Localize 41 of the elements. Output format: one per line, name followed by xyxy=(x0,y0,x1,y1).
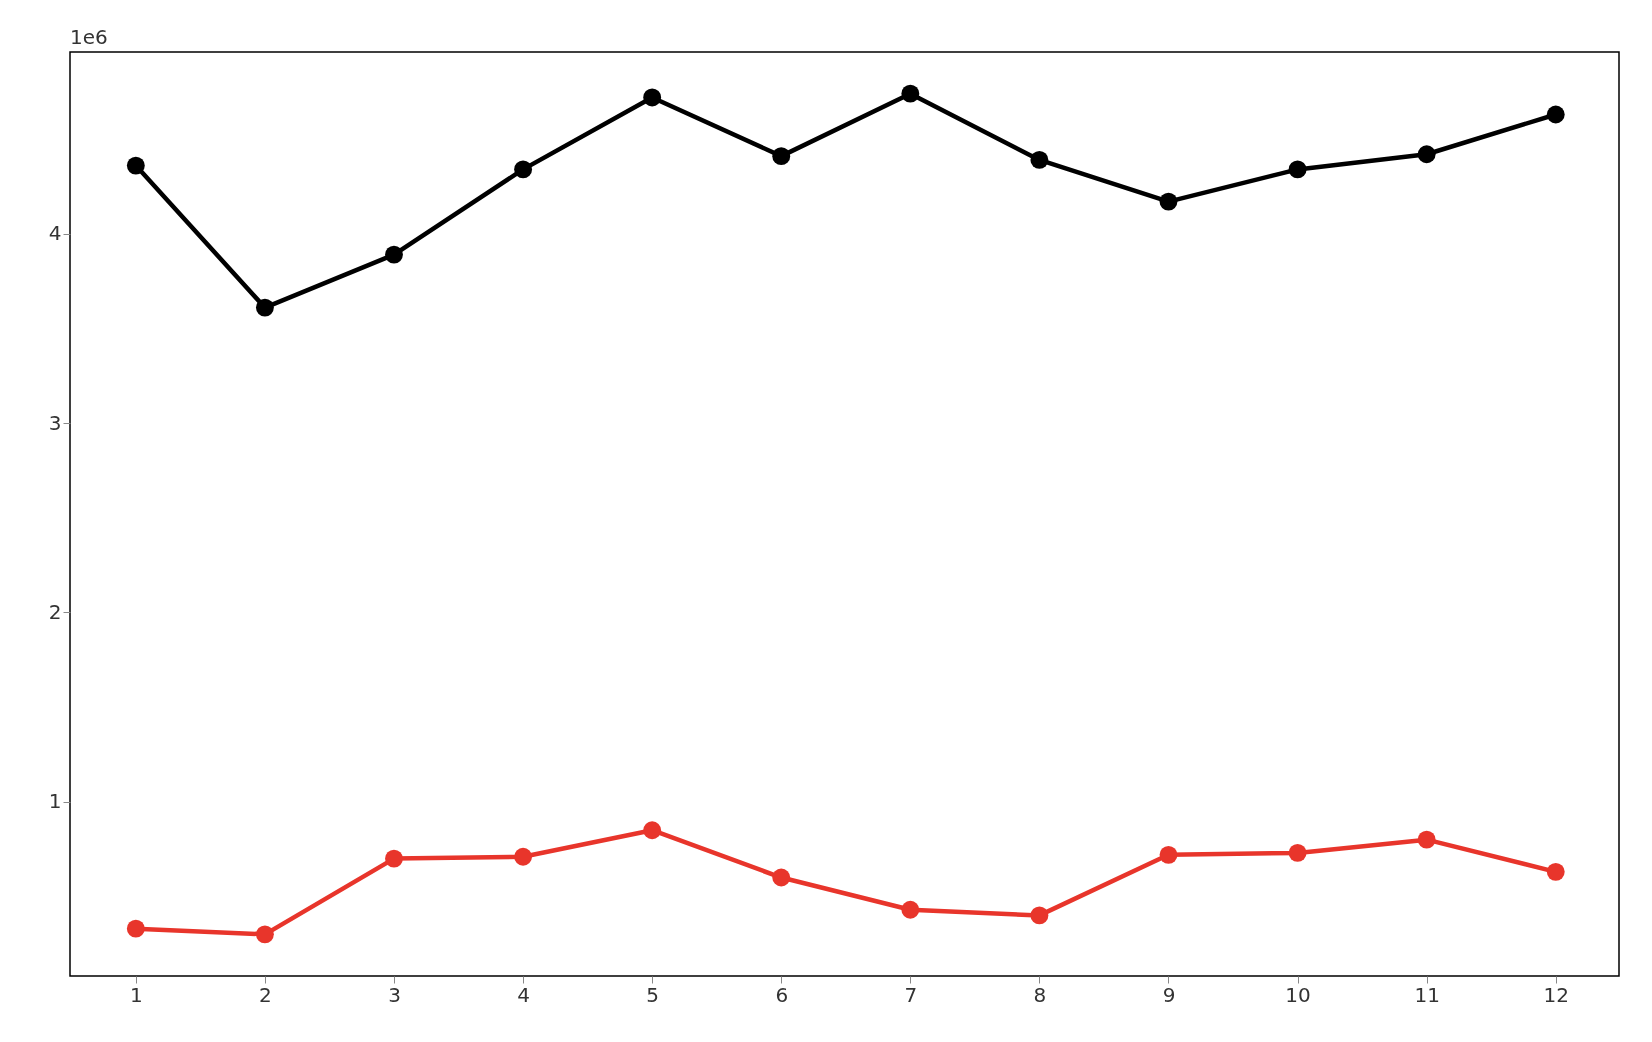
point xyxy=(1417,145,1436,164)
point xyxy=(514,160,533,179)
point xyxy=(385,849,403,868)
point xyxy=(643,88,662,107)
point xyxy=(385,245,403,264)
point xyxy=(1417,830,1436,849)
point xyxy=(1546,862,1565,881)
point xyxy=(1288,160,1307,179)
x-tick-label: 6 xyxy=(775,982,789,1007)
point xyxy=(126,156,145,175)
point xyxy=(1159,845,1178,864)
point xyxy=(126,919,145,938)
x-tick-label: 11 xyxy=(1414,982,1440,1007)
point xyxy=(1030,906,1049,925)
point xyxy=(901,84,920,103)
x-tick-label: 8 xyxy=(1033,982,1047,1007)
x-tick-label: 7 xyxy=(904,982,918,1007)
point xyxy=(255,925,274,944)
point xyxy=(1288,844,1307,862)
x-tick-label: 4 xyxy=(517,982,530,1007)
text: 1e6 xyxy=(70,25,108,49)
point xyxy=(1159,192,1178,211)
x-tick-label: 5 xyxy=(646,982,660,1007)
point xyxy=(514,847,533,866)
point xyxy=(1030,151,1049,169)
y-tick-label: 1 xyxy=(48,789,62,814)
y-tick-label: 4 xyxy=(48,221,62,246)
point xyxy=(772,147,791,166)
y-tick-label: 3 xyxy=(48,410,62,435)
point xyxy=(772,868,791,887)
x-tick-label: 12 xyxy=(1543,982,1569,1007)
y-tick-label: 2 xyxy=(48,599,62,624)
point xyxy=(1546,105,1565,124)
x-tick-label: 10 xyxy=(1285,982,1311,1007)
x-tick-label: 3 xyxy=(388,982,401,1007)
x-tick-label: 1 xyxy=(129,982,143,1007)
point xyxy=(255,298,274,317)
x-tick-label: 2 xyxy=(259,982,272,1007)
point xyxy=(643,821,662,840)
point xyxy=(901,900,920,919)
x-tick-label: 9 xyxy=(1162,982,1176,1007)
